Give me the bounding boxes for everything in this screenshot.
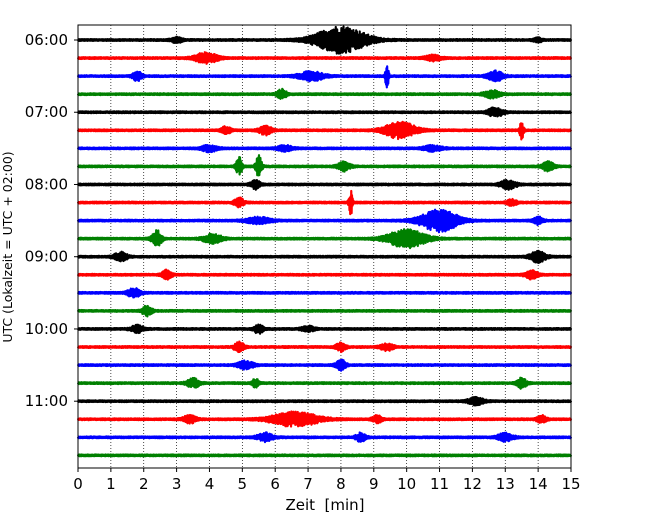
y-tick-label: 10:00	[25, 320, 68, 338]
x-axis-ticks: 0 1 2 3 4 5 6 7 8 9 10 11 12 13 14 15	[73, 468, 581, 493]
seismogram-trace-1115	[76, 410, 573, 428]
x-tick-label: 4	[205, 475, 215, 493]
seismogram-trace-0815	[76, 189, 573, 216]
seismogram-trace-0930	[76, 287, 573, 299]
seismogram-trace-0830	[76, 208, 573, 234]
seismogram-trace-0745	[76, 154, 573, 177]
x-tick-label: 11	[430, 475, 449, 493]
x-tick-label: 2	[139, 475, 149, 493]
seismogram-trace-1030	[76, 358, 573, 372]
y-tick-label: 08:00	[25, 175, 68, 193]
seismogram-trace-0700	[76, 106, 573, 118]
y-axis-label: UTC (Lokalzeit = UTC + 02:00)	[0, 151, 15, 342]
x-tick-label: 1	[106, 475, 116, 493]
x-axis-label: Zeit [min]	[285, 496, 364, 514]
seismogram-trace-1015	[76, 340, 573, 354]
seismogram-trace-1145	[76, 453, 573, 458]
seismogram-trace-1130	[76, 431, 573, 444]
seismogram-traces	[76, 25, 573, 458]
seismogram-trace-0645	[76, 87, 573, 100]
x-tick-label: 8	[336, 475, 346, 493]
x-tick-label: 10	[397, 475, 416, 493]
x-tick-label: 6	[270, 475, 280, 493]
seismogram-trace-0630	[76, 65, 573, 89]
seismogram-trace-0945	[76, 304, 573, 318]
plot-frame	[77, 24, 572, 469]
seismogram-trace-0715	[76, 120, 573, 141]
seismogram-trace-0845	[76, 228, 573, 250]
seismogram-trace-1100	[76, 395, 573, 407]
y-tick-label: 07:00	[25, 103, 68, 121]
y-axis-ticks: 06:00 07:00 08:00 09:00 10:00 11:00	[25, 31, 78, 410]
x-tick-label: 12	[463, 475, 482, 493]
seismogram-trace-0615	[76, 51, 573, 65]
x-tick-label: 5	[238, 475, 248, 493]
x-tick-label: 9	[369, 475, 379, 493]
seismogram-trace-0600	[76, 25, 573, 55]
seismogram-trace-0730	[76, 143, 573, 154]
seismogram-trace-1045	[76, 376, 573, 390]
x-tick-label: 13	[496, 475, 515, 493]
x-tick-label: 7	[303, 475, 313, 493]
y-tick-label: 11:00	[25, 392, 68, 410]
x-tick-label: 0	[73, 475, 83, 493]
seismogram-trace-0915	[76, 268, 573, 281]
seismogram-trace-0800	[76, 178, 573, 191]
x-tick-label: 15	[561, 475, 580, 493]
y-tick-label: 06:00	[25, 31, 68, 49]
seismogram-trace-1000	[76, 323, 573, 335]
x-tick-label: 14	[529, 475, 548, 493]
y-tick-label: 09:00	[25, 248, 68, 266]
grid-lines	[110, 25, 539, 468]
x-tick-label: 3	[172, 475, 182, 493]
seismogram-trace-0900	[76, 249, 573, 264]
